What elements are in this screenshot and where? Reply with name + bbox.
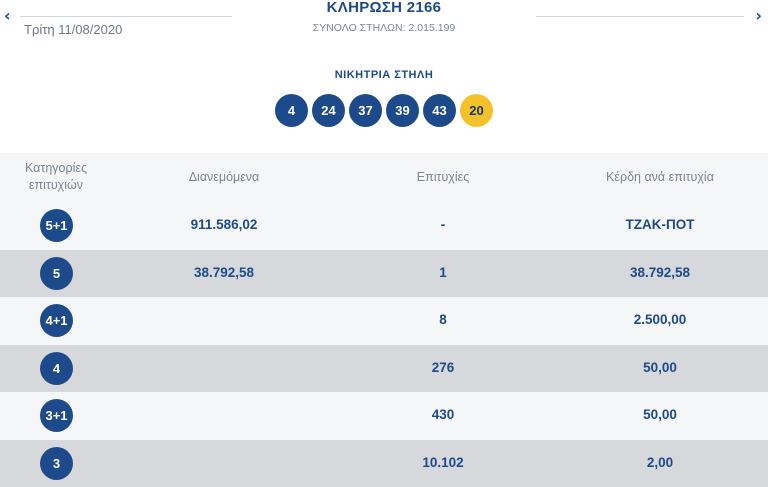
table-row: 3+1 430 50,00 — [0, 392, 768, 440]
category-badge: 3 — [40, 447, 73, 480]
distributed-amount: 38.792,58 — [160, 265, 288, 280]
winners-count: - — [380, 217, 506, 232]
joker-number-ball: 20 — [460, 94, 493, 127]
winners-count: 430 — [380, 407, 506, 422]
prize-table-body: 5+1 911.586,02 - ΤΖΑΚ-ΠΟΤ 5 38.792,58 1 … — [0, 202, 768, 487]
prize-per-winner: 38.792,58 — [560, 265, 760, 280]
table-row: 5+1 911.586,02 - ΤΖΑΚ-ΠΟΤ — [0, 202, 768, 250]
prize-table-header: Κατηγορίες επιτυχιών Διανεμόμενα Επιτυχί… — [0, 153, 768, 202]
header-winners: Επιτυχίες — [380, 170, 506, 184]
category-badge: 4 — [40, 352, 73, 385]
winners-count: 276 — [380, 360, 506, 375]
prize-per-winner: ΤΖΑΚ-ΠΟΤ — [560, 217, 760, 232]
winning-number-ball: 39 — [386, 94, 419, 127]
prize-per-winner: 2,00 — [560, 455, 760, 470]
header-category: Κατηγορίες επιτυχιών — [0, 160, 112, 194]
prize-per-winner: 50,00 — [560, 407, 760, 422]
header-divider-right — [536, 16, 744, 17]
header-prize: Κέρδη ανά επιτυχία — [560, 170, 760, 184]
category-badge: 4+1 — [40, 304, 73, 337]
winners-count: 8 — [380, 312, 506, 327]
header-distributed: Διανεμόμενα — [160, 170, 288, 184]
prize-per-winner: 2.500,00 — [560, 312, 760, 327]
total-columns-value: 2.015.199 — [409, 22, 456, 34]
draw-title: ΚΛΗΡΩΣΗ 2166 — [0, 0, 768, 16]
header-divider-left — [20, 16, 232, 17]
category-badge: 3+1 — [40, 399, 73, 432]
winners-count: 10.102 — [380, 455, 506, 470]
winning-number-ball: 37 — [349, 94, 382, 127]
table-row: 3 10.102 2,00 — [0, 440, 768, 487]
category-badge: 5 — [40, 257, 73, 290]
winning-number-ball: 24 — [312, 94, 345, 127]
category-badge: 5+1 — [40, 209, 73, 242]
winning-numbers: 4 24 37 39 43 20 — [0, 94, 768, 127]
table-row: 4 276 50,00 — [0, 345, 768, 393]
total-columns: ΣΥΝΟΛΟ ΣΤΗΛΩΝ:2.015.199 — [0, 22, 768, 34]
table-row: 4+1 8 2.500,00 — [0, 297, 768, 345]
winning-number-ball: 4 — [275, 94, 308, 127]
winning-number-ball: 43 — [423, 94, 456, 127]
distributed-amount: 911.586,02 — [160, 217, 288, 232]
winners-count: 1 — [380, 265, 506, 280]
winning-column-title: ΝΙΚΗΤΡΙΑ ΣΤΗΛΗ — [0, 69, 768, 81]
prize-per-winner: 50,00 — [560, 360, 760, 375]
total-columns-label: ΣΥΝΟΛΟ ΣΤΗΛΩΝ: — [313, 22, 406, 34]
table-row: 5 38.792,58 1 38.792,58 — [0, 250, 768, 298]
